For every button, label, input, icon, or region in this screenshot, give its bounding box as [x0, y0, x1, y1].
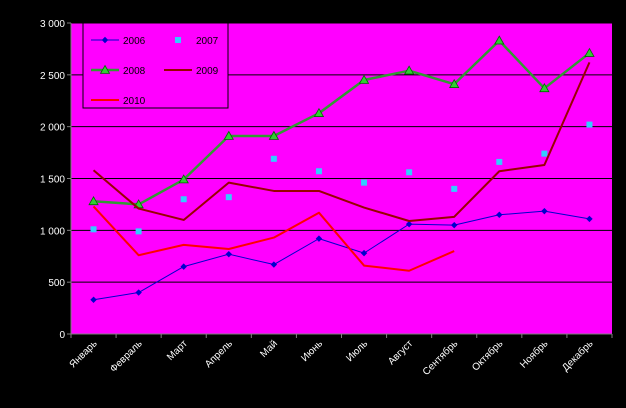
data-point-2008 — [539, 83, 550, 93]
series-line-2010 — [92, 205, 455, 272]
legend-entry-2010: 2010 — [91, 96, 146, 107]
y-tick-label: 2 000 — [40, 123, 65, 134]
legend-label: 2009 — [196, 66, 219, 77]
data-point-2007 — [225, 194, 232, 201]
legend-label: 2007 — [196, 36, 219, 47]
series-2006 — [90, 207, 593, 303]
series-line-2008 — [93, 39, 591, 206]
y-tick-label: 2 500 — [40, 71, 65, 82]
data-point-2006 — [451, 221, 458, 229]
series-2007 — [90, 121, 593, 235]
data-point-2006 — [180, 263, 187, 270]
legend-entry-2008: 2008 — [91, 64, 146, 77]
data-point-2007 — [361, 179, 368, 186]
series-line-2009 — [92, 61, 591, 223]
data-point-2006 — [586, 215, 593, 223]
legend-entry-2006: 2006 — [91, 36, 146, 47]
data-point-2007 — [135, 228, 142, 235]
legend-swatch-marker — [99, 64, 111, 74]
series-2008 — [88, 35, 595, 209]
y-tick-label: 1 500 — [40, 175, 65, 186]
legend-box — [82, 22, 229, 109]
data-point-2008 — [313, 107, 325, 117]
y-tick-label: 500 — [48, 278, 65, 289]
data-point-2008 — [268, 130, 280, 140]
legend-label: 2006 — [123, 36, 146, 47]
data-point-2006 — [225, 250, 232, 258]
data-point-2007 — [496, 158, 503, 165]
legend-label: 2008 — [123, 66, 146, 77]
data-point-2006 — [496, 211, 503, 218]
data-point-2008 — [494, 35, 505, 45]
legend-entry-2009: 2009 — [164, 66, 219, 77]
data-point-2008 — [88, 196, 99, 206]
data-point-2006 — [90, 296, 97, 303]
legend-swatch-marker — [101, 36, 109, 44]
y-tick-label: 0 — [59, 330, 65, 341]
data-point-2006 — [270, 261, 278, 268]
data-point-2006 — [541, 207, 548, 215]
data-point-2008 — [584, 47, 595, 57]
series-2009 — [92, 61, 591, 223]
data-point-2008 — [178, 174, 189, 184]
data-point-2007 — [541, 150, 548, 157]
data-point-2008 — [358, 74, 370, 84]
data-point-2007 — [180, 196, 187, 203]
legend-label: 2010 — [123, 96, 146, 107]
series-2010 — [92, 205, 455, 272]
data-point-2007 — [406, 169, 413, 176]
legend: 2006 2007 2008 2009 2010 — [82, 22, 229, 109]
data-point-2006 — [360, 249, 368, 257]
data-point-2008 — [403, 65, 415, 75]
data-point-2006 — [135, 289, 142, 296]
series-line-2006 — [93, 210, 590, 301]
legend-entry-2007: 2007 — [175, 36, 219, 47]
data-point-2007 — [270, 155, 277, 162]
data-point-2007 — [451, 185, 458, 192]
data-point-2006 — [315, 235, 323, 242]
y-tick-label: 3 000 — [40, 19, 65, 30]
data-point-2007 — [90, 226, 97, 233]
legend-swatch-marker — [175, 37, 181, 43]
data-point-2007 — [315, 168, 322, 175]
data-point-2008 — [449, 78, 460, 88]
data-point-2008 — [223, 130, 234, 140]
y-tick-label: 1 000 — [40, 226, 65, 237]
data-point-2006 — [405, 220, 413, 228]
data-point-2007 — [586, 121, 593, 128]
